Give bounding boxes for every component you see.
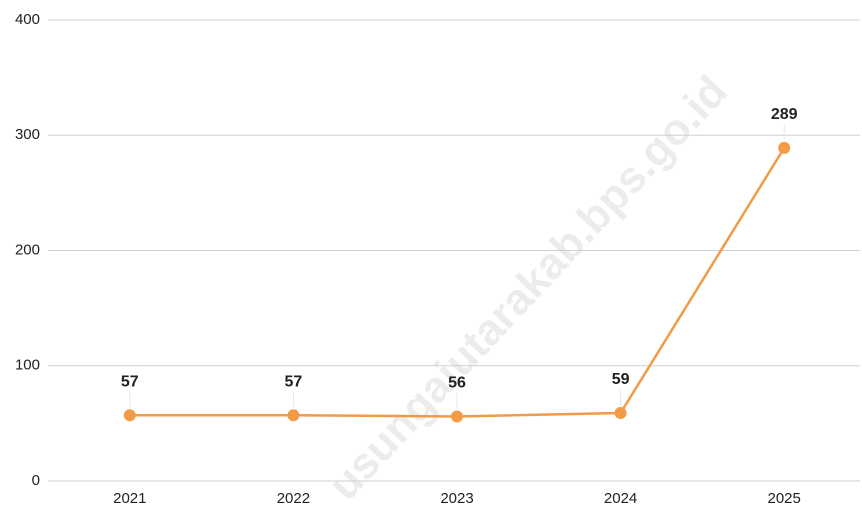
data-label: 57 [121, 374, 139, 391]
y-tick-label: 300 [15, 126, 40, 143]
watermark: usungaiutarakab.bps.go.id [319, 67, 737, 509]
point [123, 409, 136, 422]
x-tick-label: 2023 [440, 490, 473, 507]
x-tick-label: 2021 [113, 490, 146, 507]
point [614, 407, 627, 420]
x-tick-label: 2024 [604, 490, 637, 507]
data-label: 56 [448, 375, 466, 392]
x-tick-label: 2025 [768, 490, 801, 507]
point [287, 409, 300, 422]
data-label: 57 [285, 374, 303, 391]
point [778, 141, 791, 154]
data-label: 289 [771, 106, 798, 123]
y-tick-label: 100 [15, 357, 40, 374]
data-label: 59 [612, 371, 630, 388]
y-tick-label: 400 [15, 11, 40, 28]
point [451, 410, 463, 423]
y-tick-label: 0 [32, 472, 40, 489]
y-tick-label: 200 [15, 241, 40, 258]
x-tick-label: 2022 [277, 490, 310, 507]
